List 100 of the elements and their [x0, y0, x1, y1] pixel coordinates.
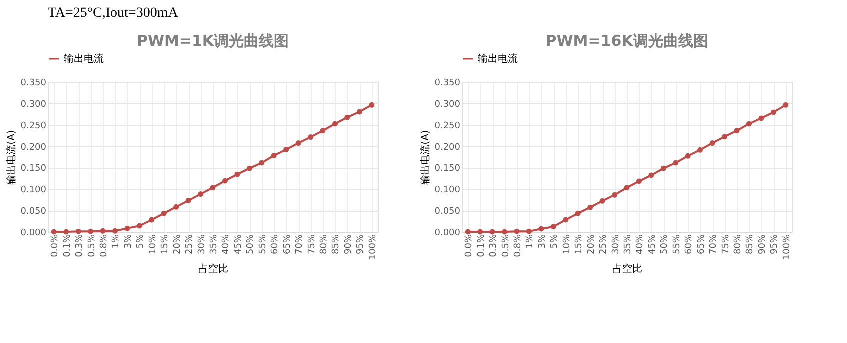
point — [149, 217, 155, 223]
x-tick-label: 40% — [222, 234, 232, 255]
x-tick-label: 20% — [172, 234, 183, 255]
y-tick-label: 0.300 — [434, 100, 461, 110]
chart-title: PWM=16K调光曲线图 — [546, 32, 708, 50]
x-tick-label: 75% — [721, 234, 732, 255]
point — [478, 229, 484, 235]
text: TA=25°C,Iout=300mA — [48, 6, 180, 21]
x-tick-label: 65% — [696, 234, 707, 255]
x-tick-label: 80% — [320, 234, 330, 255]
x-tick-label: 15% — [160, 234, 171, 255]
point — [575, 210, 581, 216]
point — [124, 226, 130, 232]
point — [770, 110, 776, 116]
x-tick-label: 100% — [782, 234, 792, 260]
x-tick-label: 70% — [295, 234, 306, 255]
y-tick-label: 0.350 — [434, 78, 461, 88]
y-tick-label: 0.050 — [20, 207, 47, 218]
point — [783, 102, 789, 108]
y-tick-label: 0.150 — [20, 164, 47, 174]
x-tick-label: 0.5% — [501, 234, 512, 258]
x-tick-label: 0.3% — [489, 234, 500, 258]
x-tick-label: 3% — [124, 234, 134, 249]
x-tick-label: 30% — [611, 234, 622, 255]
point — [51, 229, 57, 235]
x-tick-label: 45% — [234, 234, 244, 255]
x-tick-label: 70% — [709, 234, 720, 255]
x-tick-label: 85% — [332, 234, 342, 255]
point — [296, 140, 302, 146]
point — [502, 229, 508, 235]
point — [76, 228, 82, 234]
x-tick-label: 10% — [148, 234, 158, 255]
point — [320, 128, 326, 134]
x-tick-label: 95% — [356, 234, 366, 255]
point — [490, 229, 496, 235]
y-tick-label: 0.250 — [20, 121, 47, 132]
point — [514, 228, 520, 234]
x-tick-label: 65% — [282, 234, 293, 255]
point — [673, 160, 679, 166]
point — [538, 226, 544, 232]
x-tick-label: 60% — [270, 234, 281, 255]
y-tick-label: 0.300 — [20, 100, 47, 110]
x-tick-label: 25% — [599, 234, 610, 255]
x-tick-label: 0.0% — [464, 234, 475, 258]
x-tick-label: 0.1% — [476, 234, 487, 258]
point — [332, 121, 338, 127]
point — [284, 146, 290, 152]
point — [100, 228, 106, 234]
point — [88, 228, 94, 234]
x-tick-label: 95% — [770, 234, 780, 255]
point — [465, 229, 471, 235]
chart-title: PWM=1K调光曲线图 — [136, 32, 290, 50]
point — [174, 204, 180, 210]
y-tick-label: 0.150 — [434, 164, 461, 174]
y-axis-title: 输出电流(A) — [6, 130, 18, 185]
point — [698, 147, 704, 153]
y-tick-label: 0.050 — [434, 207, 461, 218]
x-tick-label: 80% — [734, 234, 744, 255]
x-tick-label: 75% — [307, 234, 318, 255]
x-tick-label: 55% — [672, 234, 682, 255]
x-tick-label: 0.1% — [62, 234, 73, 258]
x-tick-label: 1% — [526, 234, 536, 249]
x-tick-label: 25% — [185, 234, 196, 255]
point — [161, 210, 167, 216]
x-tick-label: 60% — [684, 234, 695, 255]
point — [746, 121, 752, 127]
x-tick-label: 20% — [586, 234, 597, 255]
point — [234, 172, 240, 178]
x-tick-label: 0.0% — [50, 234, 61, 258]
x-axis-title: 占空比 — [612, 263, 642, 276]
point — [636, 178, 642, 184]
point — [136, 223, 142, 229]
x-tick-label: 50% — [660, 234, 670, 255]
point — [600, 198, 606, 204]
x-tick-label: 0.8% — [514, 234, 524, 258]
y-tick-label: 0.350 — [20, 78, 47, 88]
x-tick-label: 90% — [758, 234, 768, 255]
legend-label: 输出电流 — [64, 53, 104, 65]
point — [186, 198, 192, 204]
point — [259, 160, 265, 166]
point — [198, 192, 204, 198]
y-tick-label: 0.100 — [434, 186, 461, 196]
point — [588, 204, 594, 210]
point — [550, 224, 556, 230]
x-tick-label: 35% — [624, 234, 634, 255]
y-tick-label: 0.000 — [434, 228, 461, 238]
point — [685, 153, 691, 159]
legend-label: 输出电流 — [478, 53, 518, 65]
x-tick-label: 30% — [197, 234, 208, 255]
x-tick-label: 90% — [344, 234, 354, 255]
x-tick-label: 5% — [136, 234, 146, 249]
point — [369, 102, 375, 108]
x-tick-label: 55% — [258, 234, 268, 255]
point — [344, 114, 350, 120]
point — [246, 166, 252, 172]
x-tick-label: 85% — [746, 234, 756, 255]
x-tick-label: 1% — [112, 234, 122, 249]
y-tick-label: 0.200 — [20, 142, 47, 153]
y-tick-label: 0.250 — [434, 121, 461, 132]
point — [308, 134, 314, 140]
